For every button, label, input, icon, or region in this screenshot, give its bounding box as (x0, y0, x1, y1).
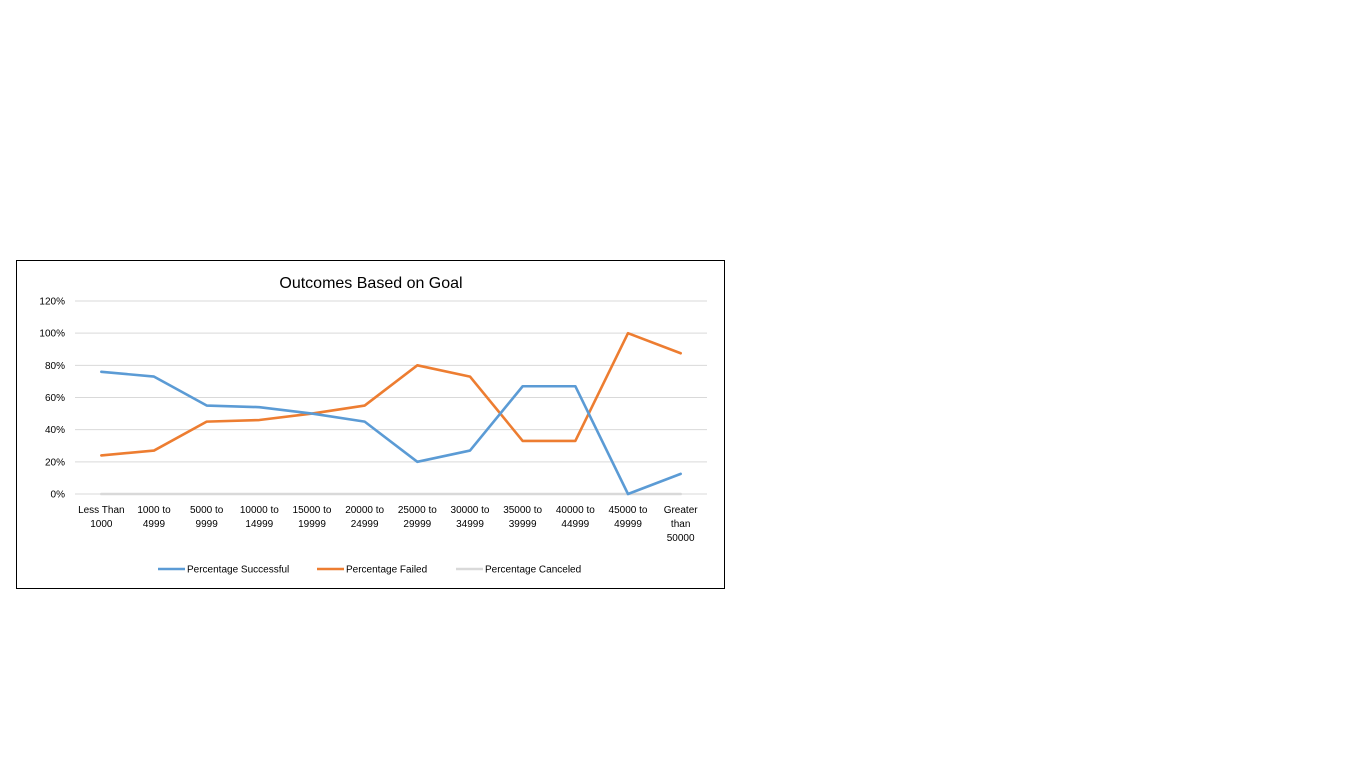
series-line-percentage-successful (100, 370, 682, 496)
line-chart: Outcomes Based on Goal 0% 20% 40% 60% 80% 100… (16, 260, 725, 589)
data-point (153, 493, 155, 495)
x-tick-label: 35000 to 39999 (503, 505, 542, 530)
x-tick-label: 5000 to 9999 (190, 505, 224, 530)
y-tick-label: 120% (39, 297, 65, 308)
data-point (416, 364, 418, 366)
legend: Percentage Successful Percentage Failed Pe… (158, 565, 581, 576)
y-tick-label: 60% (45, 393, 65, 404)
data-point (574, 440, 576, 442)
data-point (363, 493, 365, 495)
data-point (679, 352, 681, 354)
data-point (311, 412, 313, 414)
data-point (416, 493, 418, 495)
data-point (258, 493, 260, 495)
data-point (258, 419, 260, 421)
data-point (100, 493, 102, 495)
data-point (153, 375, 155, 377)
data-point (311, 493, 313, 495)
data-point (100, 454, 102, 456)
data-point (521, 493, 523, 495)
data-point (363, 420, 365, 422)
data-point (627, 332, 629, 334)
x-tick-label: 25000 to 29999 (398, 505, 437, 530)
x-tick-label: 20000 to 24999 (345, 505, 384, 530)
data-point (574, 493, 576, 495)
series-line-percentage-failed (100, 331, 682, 457)
data-point (574, 385, 576, 387)
legend-label: Percentage Canceled (485, 565, 581, 576)
data-point (416, 461, 418, 463)
y-tick-label: 20% (45, 457, 65, 468)
y-tick-label: 100% (39, 329, 65, 340)
data-point (205, 493, 207, 495)
data-point (258, 406, 260, 408)
series-lines (100, 331, 682, 496)
data-point (679, 493, 681, 495)
data-point (100, 371, 102, 373)
x-axis-ticks: Less Than 1000 1000 to 4999 5000 to 9999 10000… (78, 505, 698, 544)
x-tick-label: 40000 to 44999 (556, 505, 595, 530)
chart-plot: Outcomes Based on Goal 0% 20% 40% 60% 80% 100… (39, 275, 707, 576)
legend-label: Percentage Failed (346, 565, 427, 576)
chart-title: Outcomes Based on Goal (279, 275, 462, 292)
x-tick-label: 45000 to 49999 (609, 505, 648, 530)
data-point (363, 404, 365, 406)
x-tick-label: 10000 to 14999 (240, 505, 279, 530)
data-point (153, 449, 155, 451)
data-point (521, 385, 523, 387)
x-tick-label: Less Than 1000 (78, 505, 125, 530)
legend-label: Percentage Successful (187, 565, 289, 576)
data-point (627, 493, 629, 495)
data-point (469, 449, 471, 451)
x-tick-label: Greater than 50000 (664, 505, 699, 544)
y-tick-label: 40% (45, 425, 65, 436)
data-point (469, 375, 471, 377)
data-point (205, 404, 207, 406)
x-tick-label: 15000 to 19999 (293, 505, 332, 530)
gridlines (75, 300, 707, 495)
data-point (205, 420, 207, 422)
y-axis-ticks: 0% 20% 40% 60% 80% 100% 120% (39, 297, 65, 501)
data-point (521, 440, 523, 442)
data-point (679, 473, 681, 475)
x-tick-label: 1000 to 4999 (137, 505, 171, 530)
x-tick-label: 30000 to 34999 (451, 505, 490, 530)
y-tick-label: 80% (45, 361, 65, 372)
y-tick-label: 0% (51, 490, 66, 501)
data-point (469, 493, 471, 495)
